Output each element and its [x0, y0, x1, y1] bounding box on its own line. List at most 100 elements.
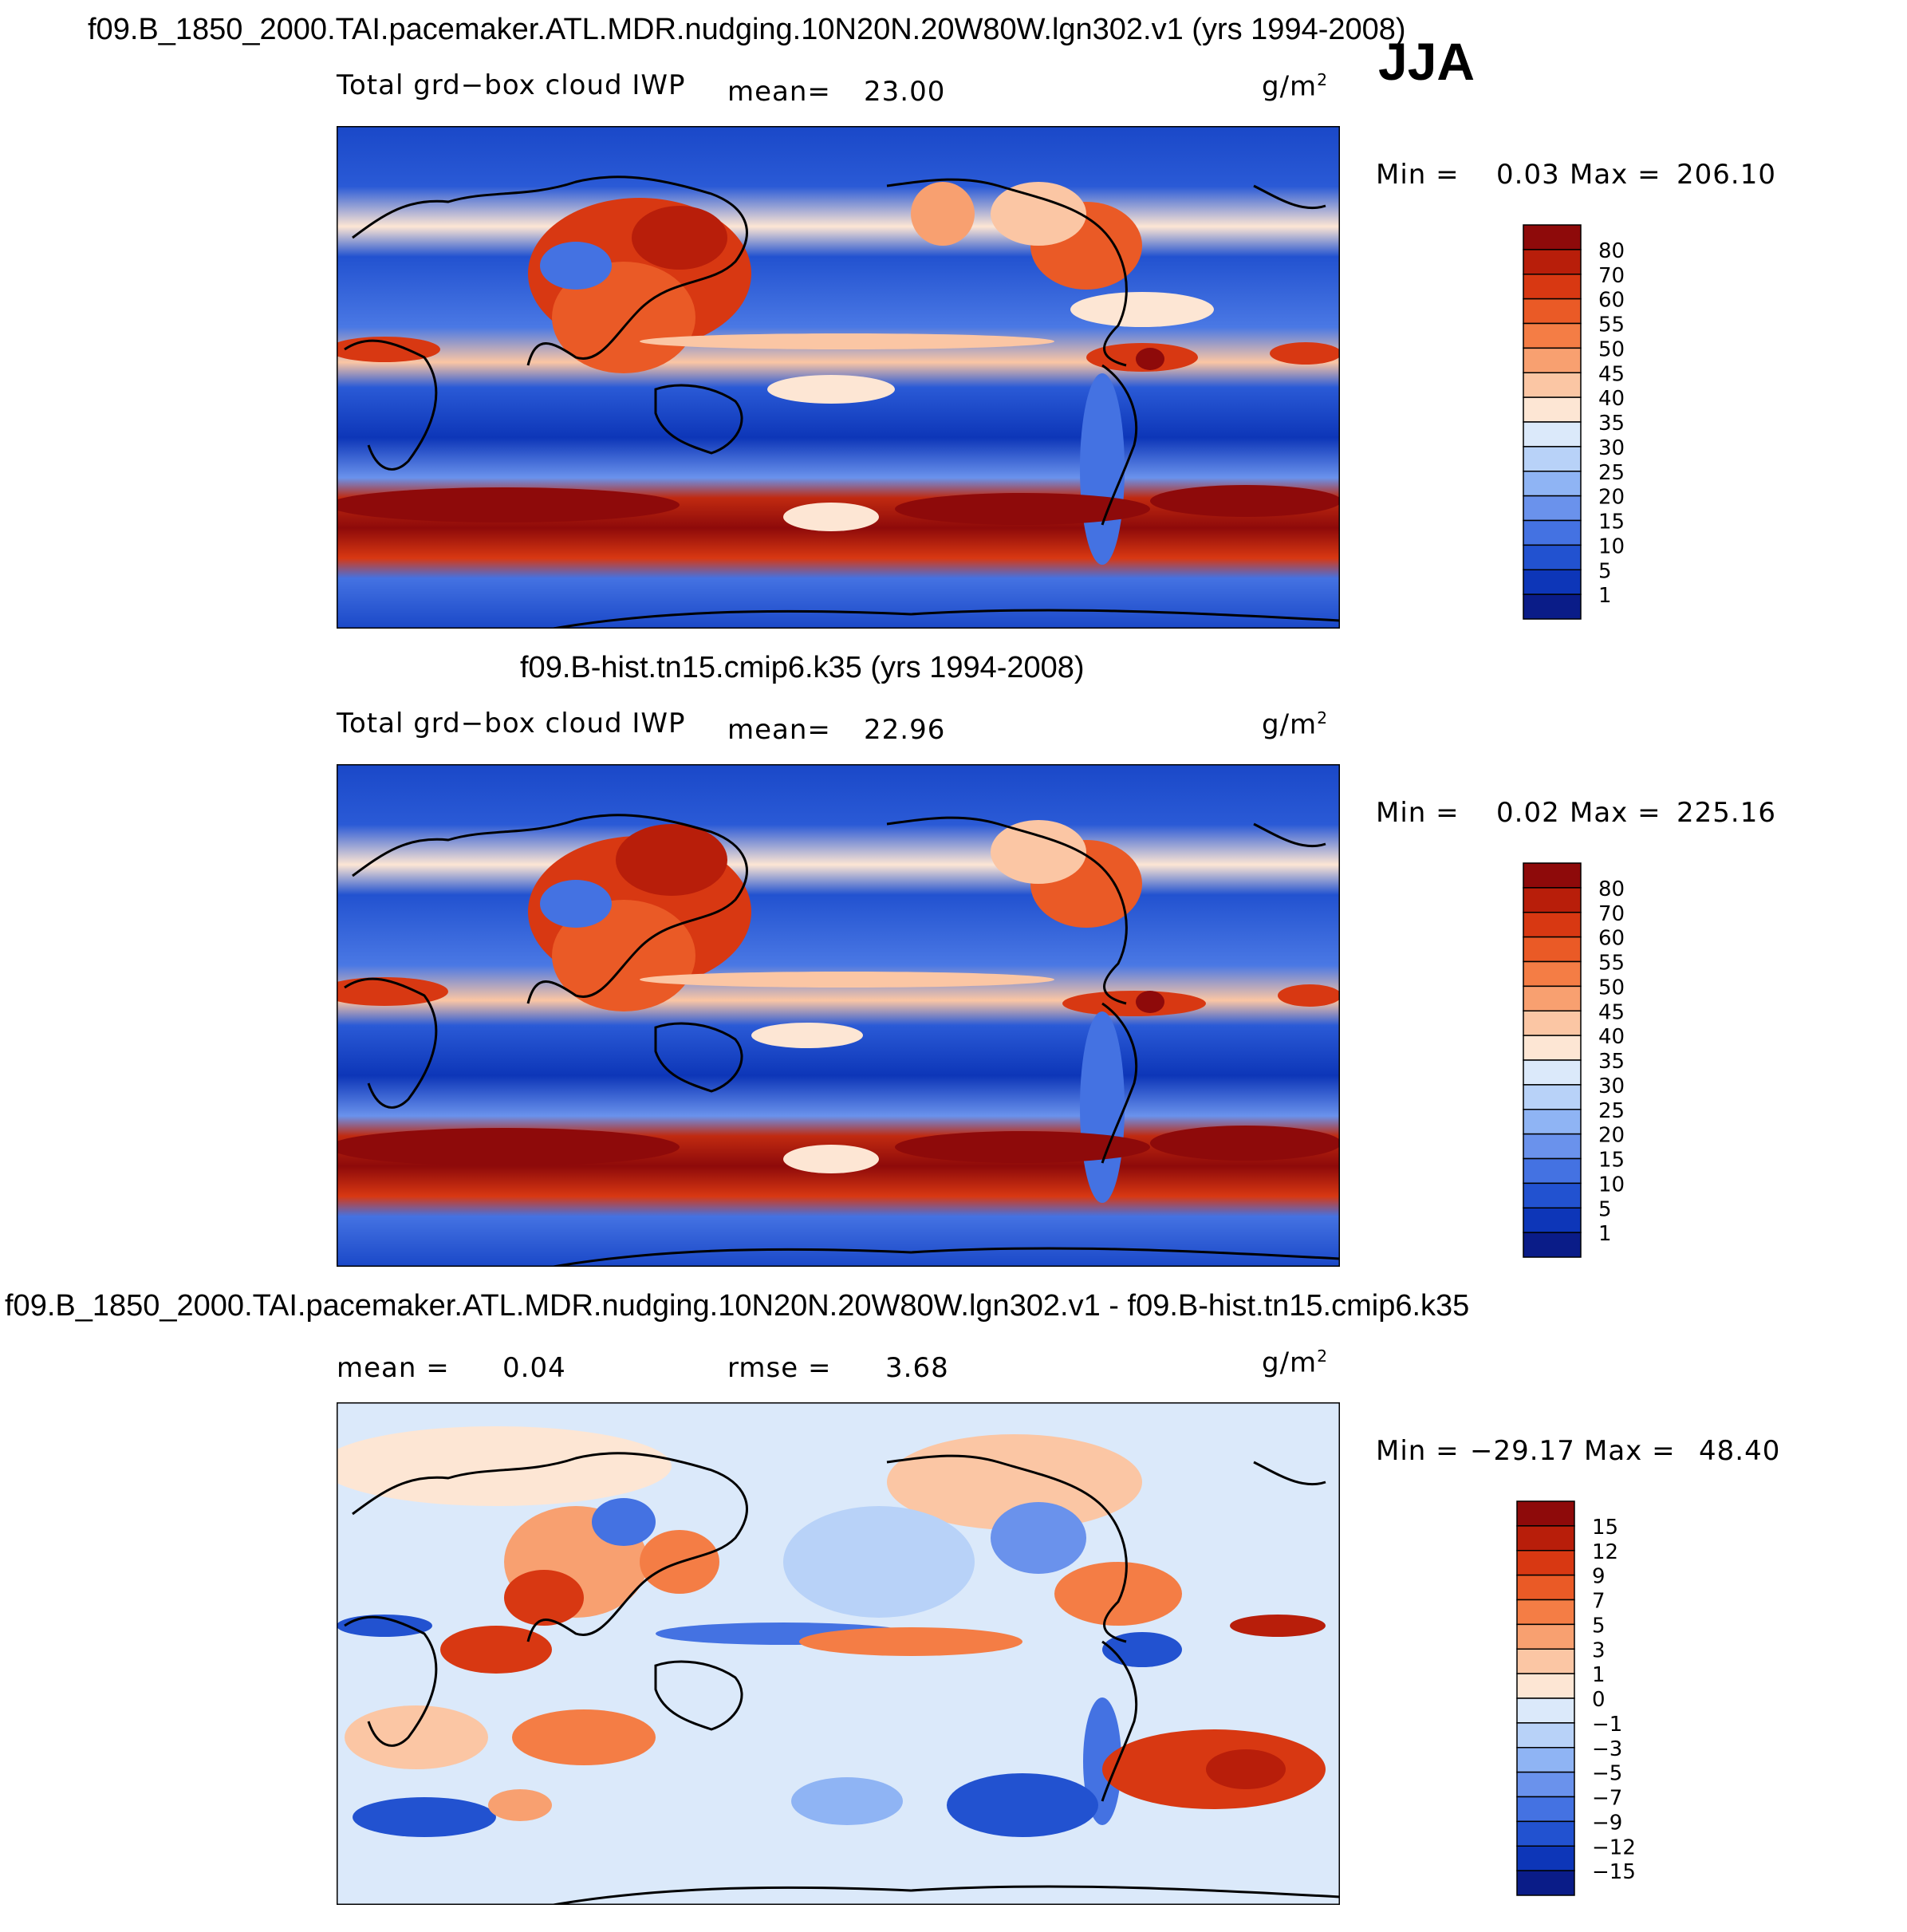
panel1-anomaly-patches [337, 182, 1340, 565]
colorbar-tick-label: 25 [1598, 461, 1625, 485]
colorbar-swatch [1516, 1870, 1575, 1896]
colorbar-swatch [1516, 1550, 1575, 1576]
season-label: JJA [1378, 32, 1476, 91]
colorbar-swatch [1523, 421, 1582, 448]
panel3-max-value: 48.40 [1699, 1435, 1781, 1467]
colorbar-tick-label: −15 [1592, 1860, 1636, 1884]
panel3-frame [337, 1402, 1340, 1905]
colorbar-swatch [1516, 1771, 1575, 1798]
colorbar-swatch [1523, 274, 1582, 300]
colorbar-swatch [1523, 912, 1582, 938]
colorbar-tick-label: 0 [1592, 1688, 1606, 1712]
colorbar-swatch [1523, 249, 1582, 275]
panel1-frame [337, 126, 1340, 629]
colorbar-swatch [1523, 960, 1582, 988]
panel3-rmse-label: rmse = [727, 1352, 832, 1384]
colorbar-tick-label: −12 [1592, 1835, 1636, 1859]
panel3-min-label: Min = [1376, 1435, 1460, 1467]
colorbar-tick-label: 5 [1592, 1614, 1606, 1638]
colorbar-tick-label: 20 [1598, 486, 1625, 510]
colorbar-swatch [1523, 446, 1582, 472]
colorbar-tick-label: 30 [1598, 436, 1625, 460]
colorbar-swatch [1523, 1059, 1582, 1086]
panel2-max-value: 225.16 [1677, 797, 1776, 829]
colorbar-tick-label: 10 [1598, 1173, 1625, 1197]
colorbar-swatch [1523, 1207, 1582, 1233]
colorbar-swatch [1523, 298, 1582, 325]
panel1-units: g/m2 [1262, 70, 1329, 103]
colorbar-swatch [1516, 1796, 1575, 1823]
panel2-max-label: Max = [1570, 797, 1661, 829]
panel3-map [337, 1402, 1340, 1905]
colorbar-swatch [1523, 936, 1582, 963]
colorbar-tick-label: −5 [1592, 1762, 1622, 1786]
colorbar-swatch [1523, 471, 1582, 497]
colorbar-swatch [1523, 224, 1582, 250]
colorbar-tick-label: 80 [1598, 239, 1625, 263]
colorbar-swatch [1516, 1845, 1575, 1871]
panel1-map [337, 126, 1340, 629]
colorbar-tick-label: 35 [1598, 412, 1625, 436]
colorbar-tick-label: 50 [1598, 337, 1625, 361]
panel2-case-title: f09.B-hist.tn15.cmip6.k35 (yrs 1994-2008… [520, 651, 1085, 684]
colorbar-swatch [1523, 544, 1582, 570]
panel2-field [337, 764, 1340, 1267]
colorbar-tick-label: 15 [1598, 1149, 1625, 1173]
panel3-mean-label: mean = [337, 1352, 450, 1384]
colorbar-tick-label: 10 [1598, 534, 1625, 558]
colorbar-tick-label: 25 [1598, 1099, 1625, 1123]
colorbar-swatch [1516, 1599, 1575, 1626]
colorbar-tick-label: 45 [1598, 1000, 1625, 1024]
colorbar-swatch [1516, 1623, 1575, 1650]
panel3-max-label: Max = [1584, 1435, 1676, 1467]
colorbar-tick-label: 1 [1598, 584, 1612, 608]
colorbar-swatch [1516, 1525, 1575, 1552]
colorbar-swatch [1516, 1722, 1575, 1749]
panel2-anomaly-patches [337, 820, 1340, 1203]
colorbar-swatch [1523, 322, 1582, 349]
panel1-max-value: 206.10 [1677, 159, 1776, 191]
colorbar-tick-label: 12 [1592, 1540, 1618, 1564]
colorbar-tick-label: 1 [1592, 1663, 1606, 1687]
panel2-map [337, 764, 1340, 1267]
colorbar-swatch [1523, 1232, 1582, 1258]
panel1-mean-value: 23.00 [864, 76, 946, 108]
colorbar-swatch [1523, 1182, 1582, 1208]
colorbar-tick-label: 50 [1598, 976, 1625, 1000]
panel3-min-value: −29.17 [1470, 1435, 1575, 1467]
panel1-coastlines [344, 175, 1340, 629]
colorbar-swatch [1523, 1010, 1582, 1036]
panel2-min-label: Min = [1376, 797, 1460, 829]
colorbar-tick-label: 30 [1598, 1074, 1625, 1098]
panel1-mean-label: mean= [727, 76, 831, 108]
panel2-min-value: 0.02 [1496, 797, 1560, 829]
panel2-variable-label: Total grd−box cloud IWP [337, 708, 686, 739]
colorbar-swatch [1516, 1648, 1575, 1674]
colorbar-tick-label: 3 [1592, 1638, 1606, 1662]
colorbar-tick-label: 15 [1592, 1516, 1618, 1540]
colorbar-swatch [1516, 1820, 1575, 1847]
colorbar-tick-label: 35 [1598, 1050, 1625, 1074]
panel2-frame [337, 764, 1340, 1267]
panel2-mean-label: mean= [727, 714, 831, 746]
panel1-case-title: f09.B_1850_2000.TAI.pacemaker.ATL.MDR.nu… [88, 13, 1406, 46]
colorbar-swatch [1516, 1697, 1575, 1724]
panel2-units: g/m2 [1262, 708, 1329, 741]
colorbar-tick-label: 60 [1598, 289, 1625, 313]
colorbar-swatch [1516, 1747, 1575, 1773]
colorbar-swatch [1523, 593, 1582, 620]
panel3-units: g/m2 [1262, 1346, 1329, 1379]
colorbar-swatch [1523, 1035, 1582, 1061]
panel1-min-label: Min = [1376, 159, 1460, 191]
panel1-max-label: Max = [1570, 159, 1661, 191]
colorbar-tick-label: 5 [1598, 559, 1612, 583]
colorbar-tick-label: 70 [1598, 264, 1625, 288]
colorbar-swatch [1523, 396, 1582, 423]
colorbar-tick-label: −9 [1592, 1811, 1622, 1835]
colorbar-swatch [1516, 1500, 1575, 1527]
panel3-anomaly-patches [337, 1426, 1326, 1837]
colorbar-tick-label: 20 [1598, 1124, 1625, 1148]
colorbar-tick-label: −1 [1592, 1713, 1622, 1737]
colorbar-swatch [1523, 372, 1582, 398]
